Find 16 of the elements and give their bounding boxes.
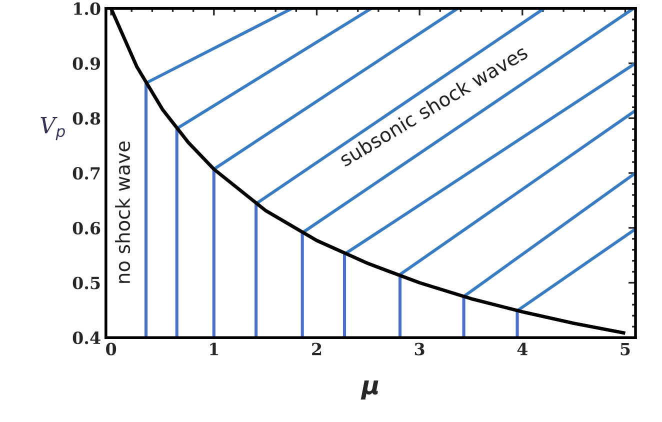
y-tick-label: 0.8	[72, 112, 100, 125]
y-axis-title: V$_{p}$	[40, 116, 65, 140]
y-tick-label: 0.9	[72, 57, 100, 70]
x-tick-label: 3	[414, 342, 424, 356]
x-tick-label: 5	[620, 342, 630, 356]
y-tick-label: 0.5	[72, 276, 100, 290]
x-axis-title: μ	[360, 380, 378, 400]
y-tick-label: 0.7	[72, 166, 100, 180]
x-tick-label: 2	[312, 342, 322, 356]
annotation: no shock wave	[115, 141, 130, 283]
y-tick-label: 1.0	[74, 2, 100, 16]
x-tick-label: 1	[210, 342, 218, 356]
x-tick-label: 0	[106, 342, 116, 356]
y-tick-label: 0.4	[72, 332, 100, 344]
y-tick-label: 0.6	[72, 222, 100, 234]
x-tick-label: 4	[517, 342, 528, 356]
